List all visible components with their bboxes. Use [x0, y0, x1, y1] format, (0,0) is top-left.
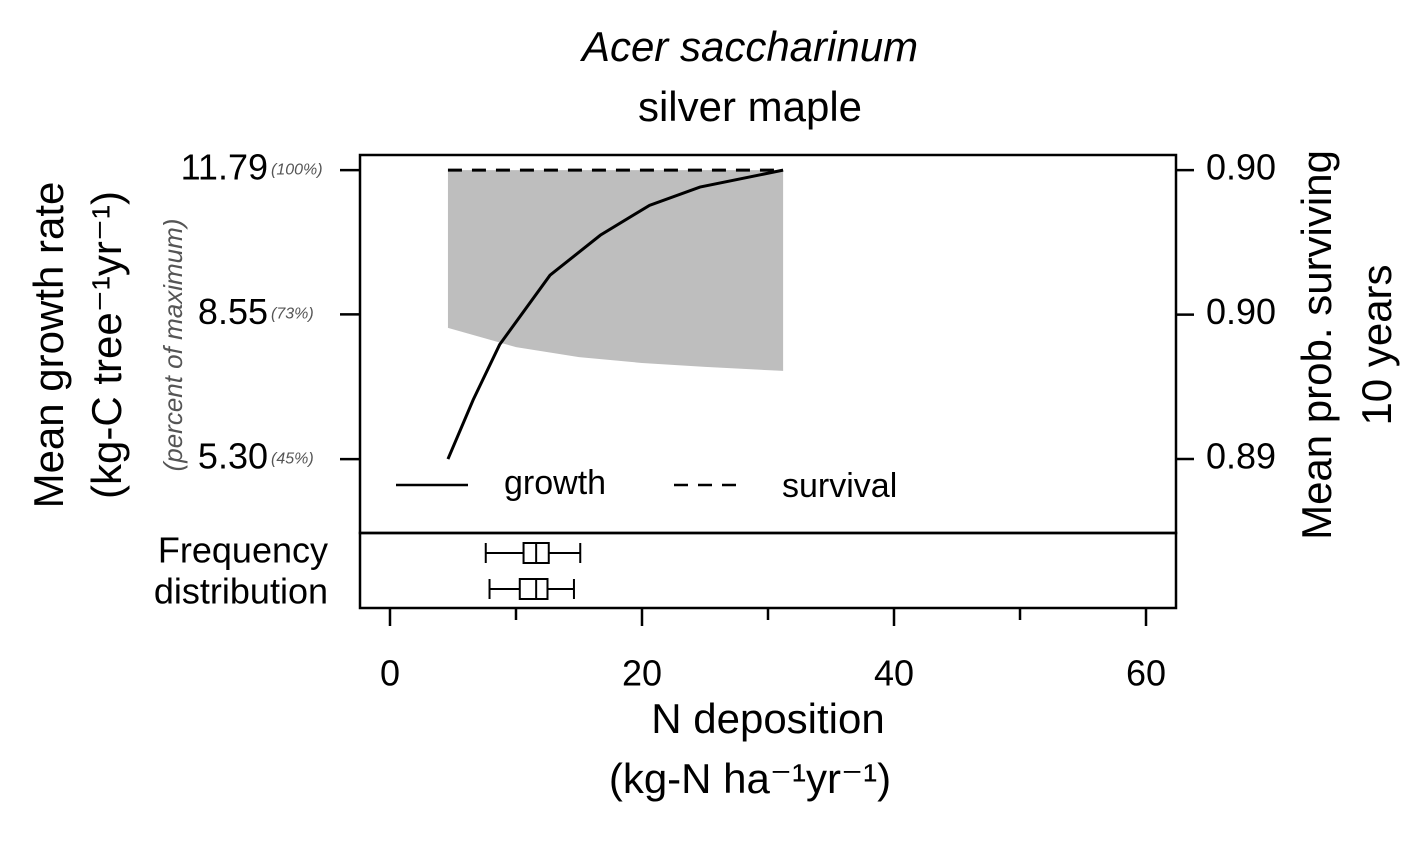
y2-tick-label: 0.90 [1206, 291, 1276, 332]
y-axis-label: (kg-C tree⁻¹yr⁻¹) [83, 191, 130, 499]
growth-line [446, 168, 784, 460]
y-tick-label: 8.55 [198, 291, 268, 332]
frequency-label: distribution [154, 571, 328, 612]
x-tick-label: 40 [874, 653, 914, 694]
x-tick-label: 0 [380, 653, 400, 694]
frequency-label: Frequency [158, 530, 328, 571]
y2-axis-label: Mean prob. surviving [1293, 150, 1340, 540]
y-tick-percent: (100%) [271, 161, 323, 178]
confidence-band [447, 170, 784, 371]
chart-title: Acer saccharinum [579, 23, 918, 70]
frequency-frame [358, 531, 1178, 610]
chart-subtitle: silver maple [638, 83, 862, 130]
legend-label: survival [782, 467, 897, 505]
x-axis-label: N deposition [651, 695, 884, 742]
x-tick-label: 20 [622, 653, 662, 694]
legend-label: growth [504, 464, 606, 502]
box [518, 578, 549, 600]
y2-tick-label: 0.89 [1206, 436, 1276, 477]
y-tick-percent: (73%) [271, 306, 314, 323]
y-axis-note: (percent of maximum) [158, 219, 188, 472]
x-tick-label: 60 [1126, 653, 1166, 694]
y-tick-percent: (45%) [271, 450, 314, 467]
y2-axis-label: 10 years [1353, 264, 1400, 425]
y-tick-label: 5.30 [198, 436, 268, 477]
y-axis-label: Mean growth rate [25, 182, 72, 509]
y2-tick-label: 0.90 [1206, 147, 1276, 188]
x-axis-label: (kg-N ha⁻¹yr⁻¹) [609, 755, 891, 802]
y-tick-label: 11.79 [181, 147, 268, 188]
